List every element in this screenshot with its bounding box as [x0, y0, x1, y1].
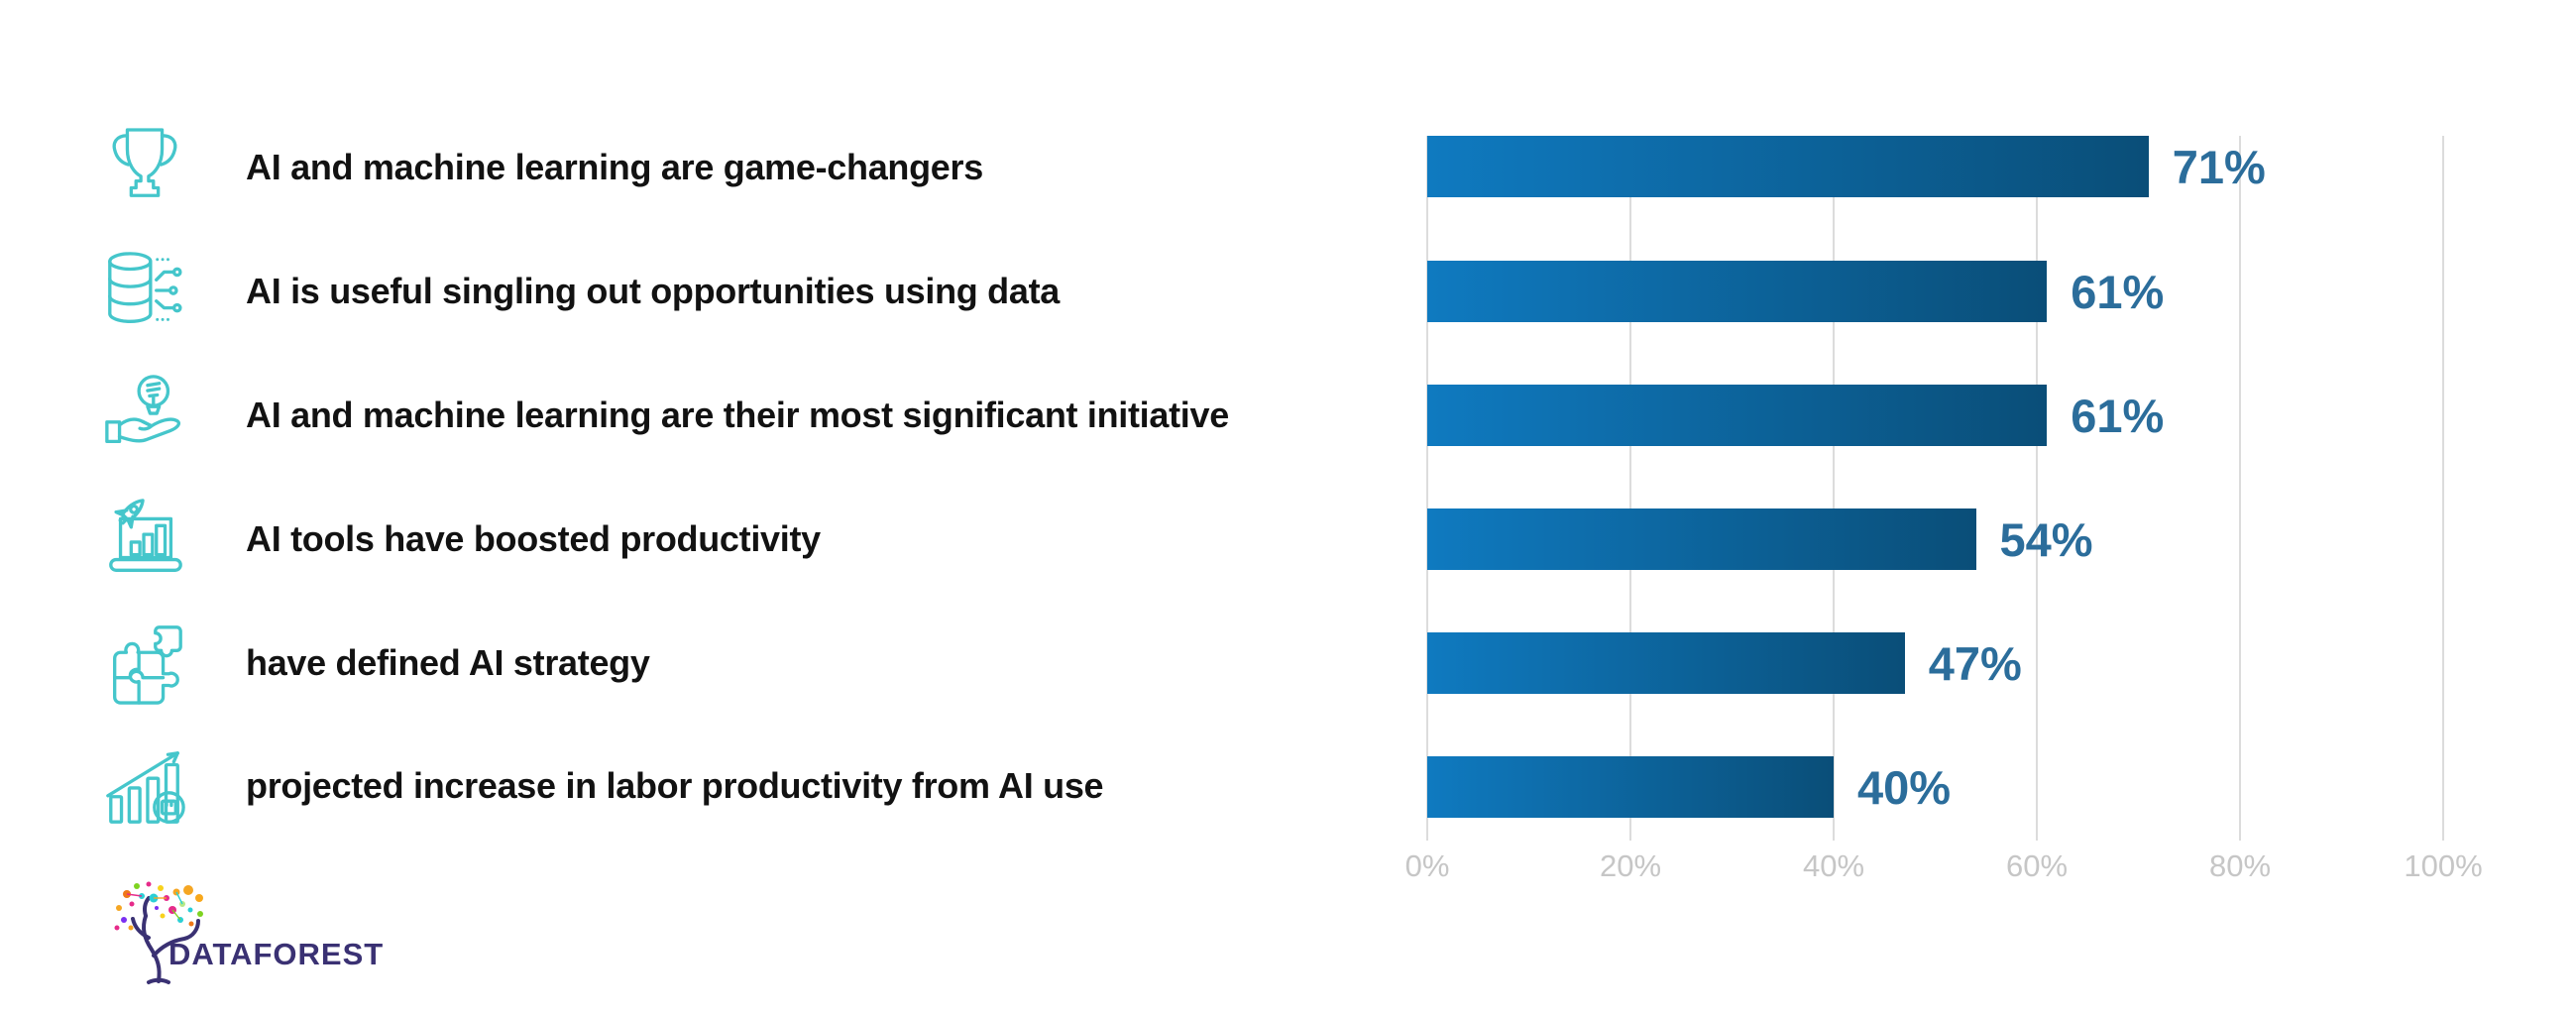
database-circuit-icon: [99, 247, 190, 336]
gridline-80: [2239, 136, 2241, 841]
statement-label: AI is useful singling out opportunities …: [246, 271, 1060, 311]
bar-row: 40%: [1427, 756, 2443, 818]
logo-wordmark: DATAFOREST: [168, 937, 385, 971]
axis-tick-80: 80%: [2208, 848, 2272, 883]
growth-chart-icon: [99, 741, 190, 831]
axis-tick-0: 0%: [1404, 848, 1450, 883]
statement-label: have defined AI strategy: [246, 642, 650, 683]
gridline-60: [2036, 136, 2038, 841]
puzzle-icon: [99, 619, 190, 708]
axis-tick-40: 40%: [1802, 848, 1865, 883]
bar-row: 61%: [1427, 261, 2443, 322]
bar-row: 71%: [1427, 136, 2443, 197]
x-axis: 0% 20% 40% 60% 80% 100%: [1405, 848, 2483, 888]
dataforest-logo: DATAFOREST: [97, 876, 454, 995]
bar-value-label: 54%: [1999, 512, 2093, 566]
bar-game-changers: [1427, 136, 2149, 197]
bar-value-label: 47%: [1928, 636, 2022, 690]
hand-lightbulb-icon: [99, 371, 190, 460]
bar-value-label: 71%: [2172, 140, 2266, 193]
axis-tick-100: 100%: [2404, 848, 2483, 883]
trophy-icon: [99, 123, 190, 212]
gridline-40: [1833, 136, 1835, 841]
statement-row: AI is useful singling out opportunities …: [99, 247, 1417, 336]
gridline-20: [1629, 136, 1631, 841]
statement-label: projected increase in labor productivity…: [246, 765, 1104, 806]
bar-chart: 71% 61% 61% 54% 47% 40% 0% 20% 40% 60% 8…: [1405, 136, 2483, 883]
bar-boosted-productivity: [1427, 508, 1976, 570]
statement-label: AI and machine learning are their most s…: [246, 395, 1229, 435]
bar-row: 61%: [1427, 385, 2443, 446]
statement-row: AI and machine learning are their most s…: [99, 371, 1417, 460]
bar-row: 47%: [1427, 632, 2443, 694]
laptop-rocket-icon: [99, 495, 190, 584]
bar-singling-opportunities: [1427, 261, 2048, 322]
statement-label: AI and machine learning are game-changer…: [246, 147, 983, 187]
axis-tick-20: 20%: [1599, 848, 1662, 883]
bar-value-label: 61%: [2071, 265, 2165, 318]
statement-label: AI tools have boosted productivity: [246, 518, 821, 559]
statement-row: have defined AI strategy: [99, 619, 1417, 708]
statement-row: AI and machine learning are game-changer…: [99, 123, 1417, 212]
gridline-100: [2442, 136, 2444, 841]
bar-labor-productivity: [1427, 756, 1834, 818]
bar-value-label: 61%: [2071, 389, 2165, 442]
logo-tree-icon: [114, 881, 203, 984]
bar-row: 54%: [1427, 508, 2443, 570]
axis-tick-60: 60%: [2005, 848, 2069, 883]
bar-significant-initiative: [1427, 385, 2048, 446]
statement-row: projected increase in labor productivity…: [99, 741, 1417, 831]
bar-ai-strategy: [1427, 632, 1905, 694]
gridline-0: [1426, 136, 1428, 841]
statement-row: AI tools have boosted productivity: [99, 495, 1417, 584]
bar-value-label: 40%: [1857, 760, 1952, 814]
